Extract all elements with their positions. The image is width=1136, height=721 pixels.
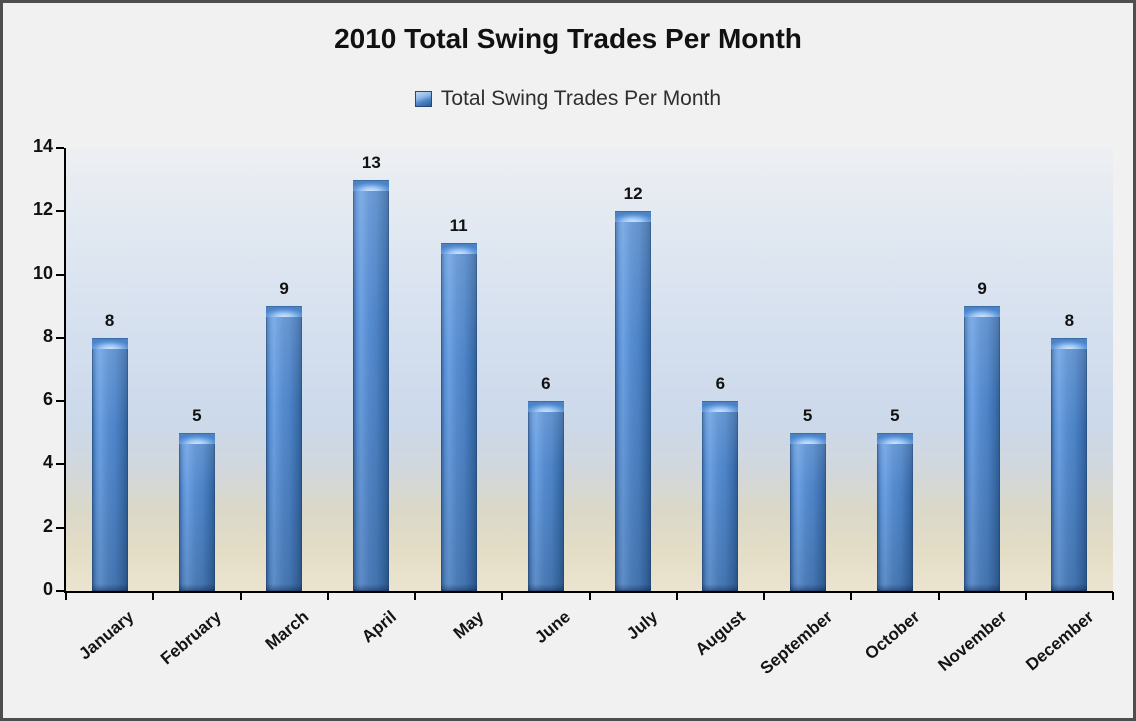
y-axis-tick	[56, 273, 64, 276]
y-axis-tick-label: 6	[42, 389, 53, 410]
x-axis-tick	[414, 592, 416, 600]
bar-january	[91, 337, 128, 591]
bar-value-label-november: 9	[977, 279, 987, 299]
y-axis-tick-label: 10	[32, 262, 53, 283]
bar-top-bevel-october	[876, 432, 913, 444]
bar-august	[702, 401, 739, 591]
bar-value-label-december: 8	[1064, 310, 1075, 330]
plot-area	[66, 148, 1113, 591]
x-axis-category-label-march: March	[261, 607, 313, 654]
bar-value-label-october: 5	[890, 405, 900, 425]
bar-top-bevel-september	[789, 432, 826, 444]
bar-value-label-may: 11	[449, 215, 468, 235]
bar-value-label-june: 6	[541, 374, 551, 394]
x-axis-tick	[501, 592, 504, 600]
bar-value-label-july: 12	[623, 184, 643, 204]
bar-september	[789, 432, 826, 591]
y-axis-tick	[56, 400, 64, 403]
bar-top-bevel-february	[178, 432, 215, 444]
bar-top-bevel-april	[353, 179, 390, 191]
bar-value-label-march: 9	[279, 279, 289, 299]
y-axis-tick	[56, 463, 64, 466]
x-axis-category-label-january: January	[75, 607, 138, 664]
x-axis-tick	[763, 592, 765, 600]
x-axis-tick	[937, 592, 940, 600]
x-axis-tick	[1112, 592, 1114, 600]
bar-bottom-bevel-june	[527, 583, 564, 591]
bar-bottom-bevel-september	[789, 583, 826, 591]
bar-top-bevel-july	[615, 211, 652, 223]
bar-value-label-april: 13	[361, 152, 381, 172]
x-axis-category-label-july: July	[623, 607, 662, 644]
bar-bottom-bevel-march	[266, 583, 303, 591]
x-axis-category-label-june: June	[531, 607, 575, 648]
bar-april	[353, 179, 390, 591]
bar-bottom-bevel-may	[440, 583, 477, 591]
bar-value-label-september: 5	[802, 405, 813, 425]
bar-november	[964, 306, 1001, 591]
y-axis-tick-label: 12	[32, 199, 53, 220]
bar-may	[440, 242, 477, 591]
y-axis-tick	[56, 336, 64, 339]
y-axis-line	[64, 148, 66, 593]
bar-value-label-february: 5	[192, 405, 202, 425]
bar-bottom-bevel-february	[178, 583, 215, 591]
x-axis-tick	[850, 592, 853, 600]
bar-june	[527, 401, 564, 591]
bar-top-bevel-august	[702, 401, 739, 413]
y-axis-tick-label: 4	[42, 452, 53, 473]
bar-july	[615, 211, 652, 591]
bar-top-bevel-november	[964, 306, 1001, 318]
bar-bottom-bevel-december	[1051, 583, 1088, 591]
legend-series-marker-icon	[414, 91, 432, 107]
x-axis-tick	[239, 592, 242, 600]
x-axis-tick	[588, 592, 591, 600]
bar-bottom-bevel-january	[91, 583, 128, 591]
x-axis-category-label-february: February	[157, 607, 226, 669]
bar-bottom-bevel-august	[702, 583, 739, 591]
bar-value-label-august: 6	[715, 374, 726, 394]
bar-top-bevel-march	[266, 306, 303, 318]
x-axis-category-label-september: September	[756, 607, 836, 679]
y-axis-tick-label: 14	[32, 136, 53, 156]
y-axis-tick	[56, 590, 64, 592]
x-axis-category-label-november: November	[934, 607, 1011, 675]
legend: Total Swing Trades Per Month	[3, 87, 1133, 111]
bar-december	[1051, 337, 1088, 591]
bar-october	[876, 432, 913, 591]
bar-february	[178, 432, 215, 591]
x-axis-tick	[326, 592, 329, 600]
x-axis-category-label-august: August	[691, 607, 749, 660]
legend-series-label: Total Swing Trades Per Month	[440, 87, 722, 110]
y-axis-tick	[56, 210, 64, 213]
x-axis-tick	[65, 592, 67, 600]
y-axis-tick	[56, 526, 64, 529]
y-axis-tick-label: 0	[42, 579, 53, 599]
bar-top-bevel-may	[440, 242, 477, 254]
bar-bottom-bevel-july	[615, 583, 652, 591]
bar-top-bevel-january	[91, 337, 128, 349]
y-axis-tick-label: 2	[42, 515, 53, 536]
x-axis-tick	[675, 592, 678, 600]
x-axis-category-label-december: December	[1022, 607, 1098, 675]
y-axis-tick	[56, 147, 64, 149]
chart-title: 2010 Total Swing Trades Per Month	[334, 23, 802, 54]
bar-bottom-bevel-april	[353, 583, 390, 591]
y-axis-tick-label: 8	[42, 325, 53, 346]
bar-bottom-bevel-november	[964, 583, 1001, 591]
x-axis-tick	[152, 592, 155, 600]
bar-bottom-bevel-october	[876, 583, 913, 591]
bar-top-bevel-december	[1051, 337, 1088, 349]
x-axis-category-label-may: May	[449, 607, 487, 643]
bar-top-bevel-june	[527, 401, 564, 413]
x-axis-tick	[1024, 592, 1027, 600]
x-axis-category-label-october: October	[860, 607, 924, 664]
bar-march	[266, 306, 303, 591]
bar-value-label-january: 8	[104, 310, 115, 330]
x-axis-category-label-april: April	[357, 607, 400, 647]
